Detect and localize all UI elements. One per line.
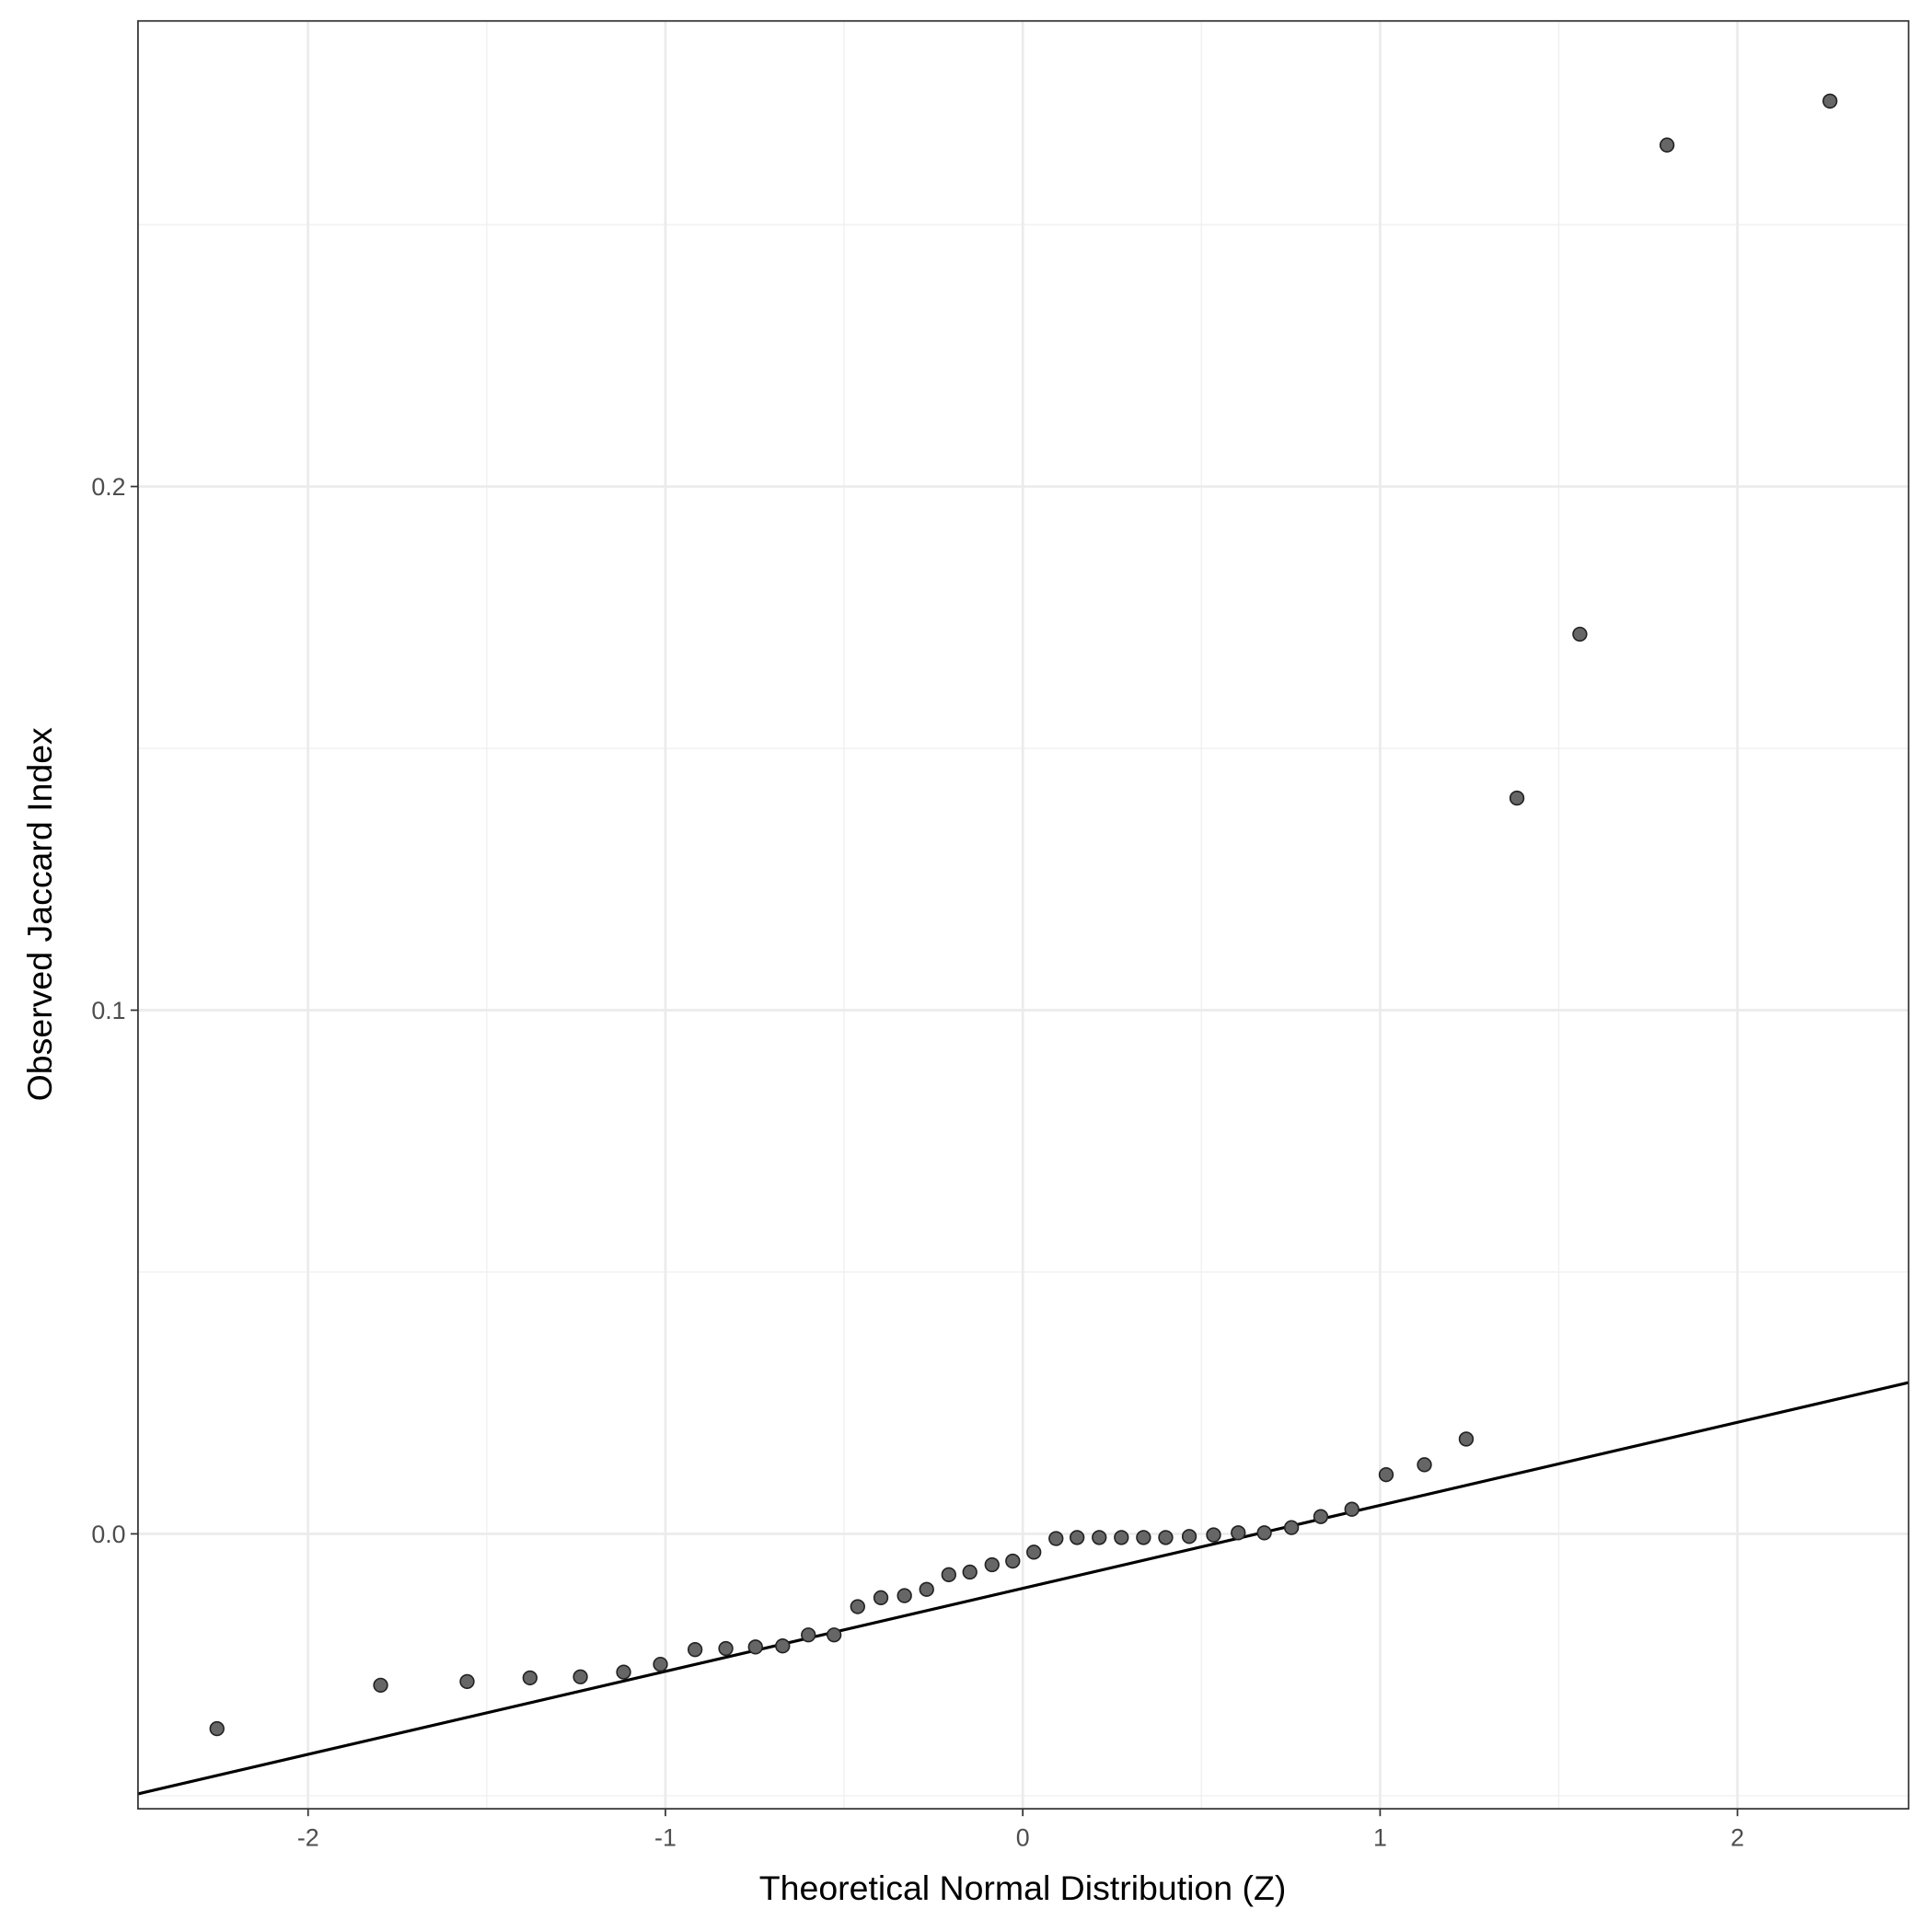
data-point bbox=[827, 1627, 842, 1643]
data-point bbox=[801, 1627, 816, 1643]
data-point bbox=[941, 1567, 956, 1582]
data-point bbox=[1092, 1530, 1107, 1545]
y-tick-label: 0.0 bbox=[91, 1521, 125, 1548]
data-point bbox=[1458, 1431, 1475, 1447]
data-point bbox=[747, 1639, 763, 1655]
data-point bbox=[1114, 1530, 1129, 1545]
reference-line bbox=[137, 1381, 1909, 1796]
x-tick-label: 1 bbox=[1373, 1823, 1387, 1851]
reference-line-group bbox=[137, 1381, 1909, 1796]
data-point bbox=[718, 1640, 734, 1657]
data-point bbox=[1659, 137, 1675, 153]
data-point bbox=[522, 1670, 538, 1686]
y-axis-title: Observed Jaccard Index bbox=[20, 727, 59, 1101]
x-tick-label: -1 bbox=[654, 1823, 677, 1851]
data-point bbox=[1206, 1527, 1221, 1543]
data-point bbox=[1283, 1520, 1300, 1535]
data-point bbox=[1181, 1529, 1197, 1544]
data-point bbox=[1256, 1525, 1272, 1541]
y-tick-label: 0.2 bbox=[91, 473, 125, 501]
data-point bbox=[1417, 1457, 1432, 1473]
data-point bbox=[1136, 1530, 1151, 1545]
grid-lines bbox=[137, 20, 1909, 1810]
data-point bbox=[850, 1599, 865, 1614]
x-axis-title: Theoretical Normal Distribution (Z) bbox=[759, 1868, 1287, 1907]
data-point bbox=[775, 1638, 791, 1654]
data-point bbox=[1378, 1466, 1394, 1483]
data-point bbox=[1048, 1531, 1064, 1546]
data-point bbox=[1344, 1501, 1359, 1517]
axes: -2 -1 0 1 2 0.0 0.1 0.2 bbox=[91, 473, 1744, 1851]
data-point bbox=[459, 1673, 475, 1690]
data-point bbox=[897, 1588, 912, 1603]
data-point bbox=[1822, 93, 1838, 109]
data-point bbox=[1231, 1525, 1246, 1541]
data-point bbox=[373, 1677, 388, 1694]
data-points bbox=[209, 93, 1838, 1737]
data-point bbox=[1070, 1530, 1085, 1545]
data-point bbox=[653, 1656, 668, 1672]
data-point bbox=[209, 1720, 225, 1737]
data-point bbox=[573, 1669, 588, 1684]
data-point bbox=[1572, 626, 1588, 642]
data-point bbox=[873, 1590, 889, 1606]
data-point bbox=[984, 1556, 1000, 1573]
data-point bbox=[1026, 1544, 1042, 1560]
data-point bbox=[1158, 1530, 1174, 1545]
y-tick-label: 0.1 bbox=[91, 997, 125, 1024]
x-tick-label: -2 bbox=[297, 1823, 319, 1851]
x-tick-label: 0 bbox=[1016, 1823, 1030, 1851]
x-tick-label: 2 bbox=[1730, 1823, 1744, 1851]
data-point bbox=[1313, 1509, 1329, 1524]
data-point bbox=[1005, 1553, 1021, 1569]
data-point bbox=[688, 1642, 703, 1658]
data-point bbox=[919, 1581, 934, 1597]
data-point bbox=[962, 1564, 978, 1580]
data-point bbox=[1509, 790, 1525, 806]
data-point bbox=[616, 1664, 631, 1680]
